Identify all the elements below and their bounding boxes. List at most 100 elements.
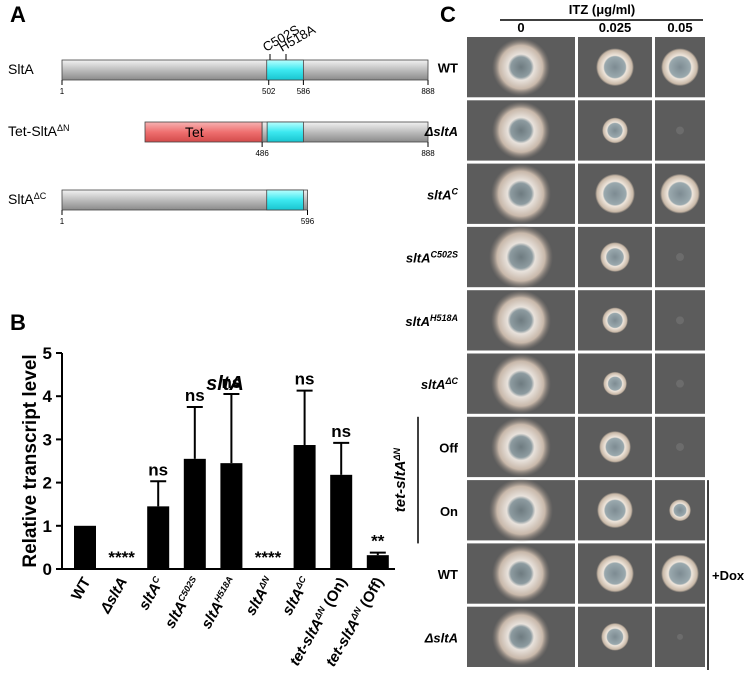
domain [266, 121, 304, 143]
label-base: WT [438, 567, 458, 582]
label-base: sltA [279, 585, 308, 618]
tick-label: 1 [60, 217, 65, 226]
tick-label: 1 [60, 87, 65, 96]
colony [492, 38, 550, 97]
annotation: ** [371, 532, 385, 551]
protein-bar [61, 189, 308, 211]
faint-colony [676, 379, 684, 388]
row-label: sltAC502S [406, 250, 458, 266]
colony [602, 307, 628, 334]
label-base: sltA [162, 598, 191, 631]
construct-name: Tet-SltAΔN [8, 123, 70, 139]
label-base: SltA [8, 61, 34, 77]
colony [595, 173, 635, 214]
label-sup: C [452, 186, 459, 196]
colony [597, 492, 633, 529]
x-tick-label: ΔsltA [97, 575, 131, 618]
colony [600, 242, 630, 273]
panel-label: C [440, 2, 456, 27]
tick-label: 596 [301, 217, 315, 226]
label-base: On [440, 504, 458, 519]
y-tick-label: 4 [43, 387, 53, 406]
construct-name: SltAΔC [8, 191, 47, 207]
colony [661, 48, 699, 87]
label-base: ΔsltA [424, 630, 458, 645]
x-tick-label: sltAH518A [198, 575, 241, 632]
faint-colony [677, 633, 683, 640]
label-sup: ΔN [392, 447, 402, 461]
label-base: ΔsltA [97, 575, 131, 618]
annotation: ns [331, 422, 351, 441]
faint-colony [676, 442, 684, 451]
row-label: WT [438, 61, 458, 76]
row-label: ΔsltA [424, 124, 458, 139]
colony [596, 48, 634, 87]
colony [491, 416, 551, 477]
panel-label: B [10, 310, 26, 335]
group-label: tet-sltAΔN [392, 447, 409, 512]
y-tick-label: 1 [43, 517, 52, 536]
colony [492, 544, 550, 603]
colony [603, 371, 627, 396]
label-base: sltA [406, 251, 431, 266]
colony [491, 290, 551, 351]
x-tick-label: sltAΔN [242, 574, 277, 618]
y-axis-label: Relative transcript level [20, 354, 41, 567]
bar [183, 458, 206, 569]
label-base: WT [438, 61, 458, 76]
faint-colony [676, 316, 684, 325]
label-base: sltA [427, 187, 452, 202]
annotation: ns [221, 373, 241, 392]
domain [266, 189, 304, 211]
label-base: tet-sltA [286, 616, 327, 669]
label-base: Off [439, 440, 458, 455]
colony [489, 225, 553, 290]
label-base: Tet-SltA [8, 123, 58, 139]
x-tick-label: sltAΔC [279, 574, 314, 618]
row-label: sltAC [427, 186, 459, 202]
tick-label: 502 [262, 87, 276, 96]
label-sup: H518A [430, 313, 458, 323]
y-tick-label: 5 [43, 344, 52, 363]
colony [492, 101, 550, 160]
label-sup: C [150, 574, 162, 585]
colony [596, 554, 634, 593]
label-base: tet-sltA [392, 461, 409, 513]
construct-name: SltA [8, 61, 34, 77]
colony [661, 554, 699, 593]
colony [669, 499, 691, 522]
faint-colony [676, 126, 684, 135]
y-tick-label: 2 [43, 474, 52, 493]
row-label: On [440, 504, 458, 519]
colony [602, 117, 628, 144]
dox-label: +Dox [712, 568, 745, 583]
tick-label: 888 [421, 87, 435, 96]
label-base: sltA [421, 377, 446, 392]
colony [599, 430, 631, 463]
x-tick-label: WT [68, 575, 94, 604]
chart-title: sltA [206, 373, 244, 395]
x-tick-label: sltAC [136, 574, 168, 613]
tick-label: 486 [255, 149, 269, 158]
domain [266, 59, 304, 81]
label-base: sltA [405, 314, 430, 329]
label-sup: C502S [430, 250, 458, 260]
label-base: tet-sltA [323, 616, 364, 669]
label-base: sltA [198, 599, 227, 632]
row-label: ΔsltA [424, 630, 458, 645]
row-label: WT [438, 567, 458, 582]
label-sup: ΔC [444, 376, 458, 386]
colony [491, 353, 551, 414]
colony [601, 622, 629, 651]
label-sup: H518A [212, 575, 235, 604]
label-sup: ΔN [57, 123, 70, 133]
y-tick-label: 0 [43, 560, 52, 579]
colony [660, 173, 700, 214]
colony [489, 478, 553, 543]
bar [220, 463, 243, 569]
tick-label: 888 [421, 149, 435, 158]
panel-label: A [10, 2, 26, 27]
label-sup: C502S [176, 575, 198, 604]
annotation: ns [185, 386, 205, 405]
row-label: sltAH518A [405, 313, 458, 329]
